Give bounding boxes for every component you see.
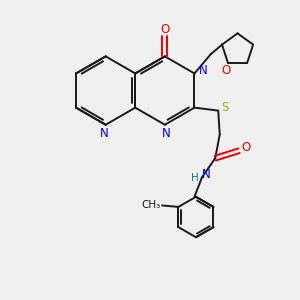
Text: H: H — [191, 173, 199, 183]
Text: N: N — [162, 127, 171, 140]
Text: N: N — [100, 127, 109, 140]
Text: CH₃: CH₃ — [141, 200, 160, 210]
Text: S: S — [221, 101, 229, 114]
Text: O: O — [242, 141, 251, 154]
Text: O: O — [222, 64, 231, 77]
Text: O: O — [160, 22, 170, 35]
Text: N: N — [198, 64, 207, 77]
Text: N: N — [202, 168, 211, 181]
